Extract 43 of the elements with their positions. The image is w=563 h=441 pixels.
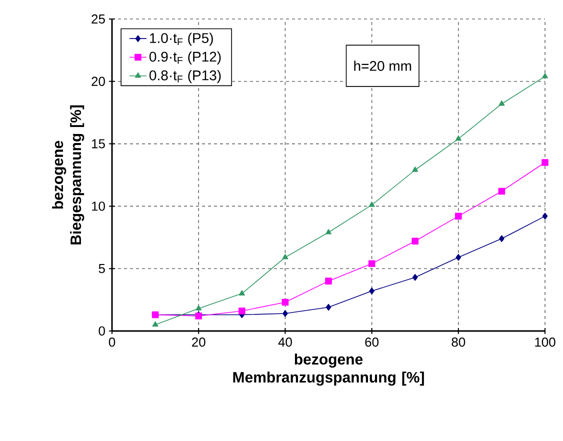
point xyxy=(369,288,374,294)
point xyxy=(455,212,462,220)
x-tick-label: 80 xyxy=(452,338,466,347)
annotation: h=20 mm xyxy=(354,60,412,71)
point xyxy=(152,321,158,327)
x-tick-label: 100 xyxy=(535,338,556,347)
point xyxy=(325,278,332,284)
x-tick-label: 60 xyxy=(365,338,379,347)
x-tick-label: 0 xyxy=(108,338,116,347)
point xyxy=(238,290,245,296)
point xyxy=(282,254,288,260)
point xyxy=(368,202,375,207)
point xyxy=(412,274,418,281)
point xyxy=(455,135,462,141)
point xyxy=(368,260,376,267)
y-tick-label: 10 xyxy=(92,202,105,211)
y-tick-label: 20 xyxy=(92,76,105,86)
point xyxy=(196,305,202,310)
x-tick-label: 40 xyxy=(278,338,292,347)
x-tick-label: 20 xyxy=(192,338,206,347)
legend-label: 0.9·t$_{F}$ (P12) xyxy=(149,51,221,64)
y-tick-label: 5 xyxy=(98,264,105,274)
y-tick-label: 15 xyxy=(92,139,105,148)
point xyxy=(282,310,288,317)
point xyxy=(542,159,548,166)
point xyxy=(498,188,506,195)
point xyxy=(498,100,505,106)
point xyxy=(542,212,548,220)
y-axis-title: bezogene Biegespannung [%] xyxy=(52,105,84,244)
point xyxy=(542,73,548,78)
x-axis-title: bezogene Membranzugspannung [%] xyxy=(233,354,424,386)
legend-label: 0.8·t$_{F}$ (P13) xyxy=(149,70,221,84)
point xyxy=(412,166,418,172)
point xyxy=(499,235,504,242)
point xyxy=(456,254,462,261)
point xyxy=(326,304,332,311)
y-tick-label: 0 xyxy=(98,326,105,336)
point xyxy=(282,298,289,306)
point xyxy=(326,228,332,234)
legend-label: 1.0·t$_{F}$ (P5) xyxy=(150,32,213,46)
y-tick-label: 25 xyxy=(92,14,105,24)
point xyxy=(412,238,418,245)
point xyxy=(238,308,246,314)
